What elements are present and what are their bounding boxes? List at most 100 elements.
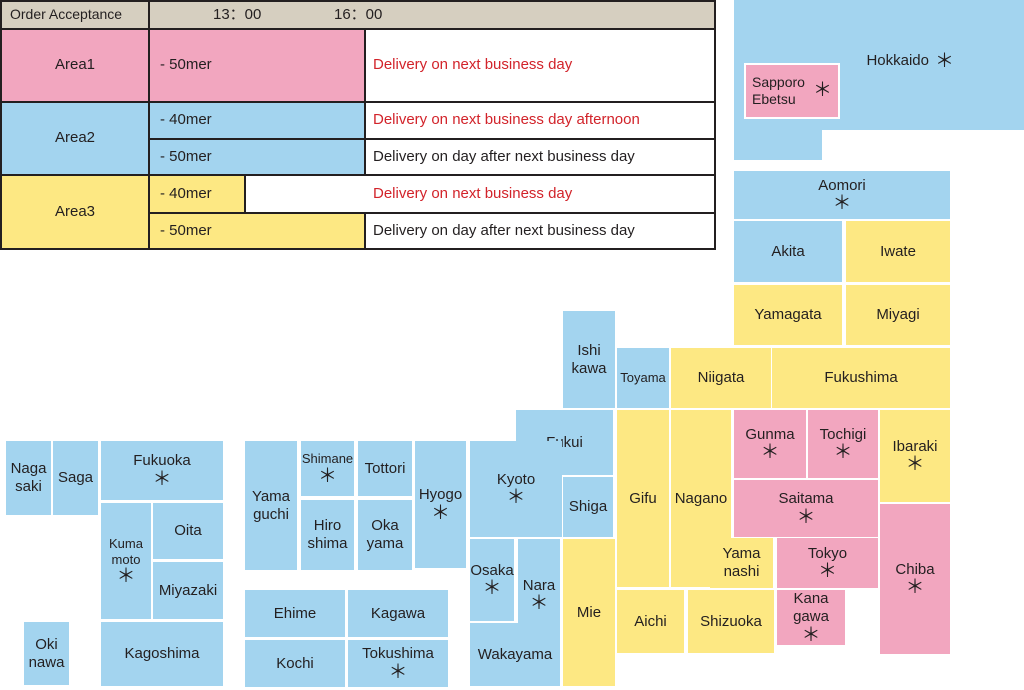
prefecture-name: Chiba — [895, 560, 935, 578]
asterisk-icon: ＊ — [817, 561, 837, 583]
area2-label: Area2 — [0, 101, 150, 176]
prefecture-name: Tokushima — [362, 645, 434, 663]
prefecture-niigata[interactable]: Niigata — [671, 348, 771, 408]
prefecture-name: Fukuoka — [133, 452, 191, 470]
prefecture-okinawa[interactable]: Oki nawa — [24, 622, 69, 685]
prefecture-name: Gifu — [629, 489, 657, 507]
prefecture-chiba[interactable]: Chiba ＊ — [880, 504, 950, 654]
prefecture-name: Aichi — [634, 612, 667, 630]
prefecture-name: Nara — [522, 576, 556, 594]
prefecture-ishikawa[interactable]: Ishi kawa — [563, 311, 615, 408]
prefecture-name: Mie — [576, 603, 602, 621]
asterisk-icon: ＊ — [832, 193, 852, 215]
prefecture-aomori[interactable]: Aomori ＊ — [734, 171, 950, 219]
prefecture-name: Kagoshima — [124, 645, 200, 663]
prefecture-fukuoka[interactable]: Fukuoka ＊ — [101, 441, 223, 500]
prefecture-ibaraki[interactable]: Ibaraki ＊ — [880, 410, 950, 502]
prefecture-kochi[interactable]: Kochi — [245, 640, 345, 687]
prefecture-tokyo[interactable]: Tokyo ＊ — [777, 538, 878, 588]
prefecture-gifu[interactable]: Gifu — [617, 410, 669, 587]
asterisk-icon: ＊ — [801, 624, 821, 646]
prefecture-fukushima[interactable]: Fukushima — [772, 348, 950, 408]
area2-delivery-50: Delivery on day after next business day — [364, 138, 716, 176]
prefecture-yamagata[interactable]: Yamagata — [734, 285, 842, 345]
cutoff-time-1300: 13：00 — [213, 5, 262, 23]
prefecture-okayama[interactable]: Oka yama — [358, 500, 412, 570]
prefecture-name: Kuma moto — [109, 536, 143, 567]
prefecture-name: Hyogo — [418, 486, 463, 504]
prefecture-osaka[interactable]: Osaka ＊ — [470, 539, 514, 621]
prefecture-shimane[interactable]: Shimane ＊ — [301, 441, 354, 496]
area1-label: Area1 — [0, 28, 150, 103]
prefecture-name: Kana gawa — [793, 590, 829, 625]
prefecture-name: Shimane — [301, 451, 354, 467]
prefecture-name: Nagano — [674, 489, 728, 507]
prefecture-name: Miyagi — [876, 306, 920, 324]
area3-cutoff-40: - 40mer — [148, 174, 246, 214]
prefecture-oita[interactable]: Oita — [153, 503, 223, 559]
prefecture-tochigi[interactable]: Tochigi ＊ — [808, 410, 878, 478]
prefecture-name: Yamagata — [754, 306, 822, 324]
prefecture-kagawa[interactable]: Kagawa — [348, 590, 448, 637]
asterisk-icon: ＊ — [905, 577, 925, 599]
asterisk-icon: ＊ — [430, 502, 450, 524]
prefecture-saga[interactable]: Saga — [53, 441, 98, 515]
prefecture-kagoshima[interactable]: Kagoshima — [101, 622, 223, 686]
prefecture-name: Aomori — [818, 176, 866, 194]
asterisk-icon: ＊ — [482, 578, 502, 600]
asterisk-icon: ＊ — [796, 506, 816, 528]
prefecture-yamaguchi[interactable]: Yama guchi — [245, 441, 297, 570]
prefecture-tokushima[interactable]: Tokushima ＊ — [348, 640, 448, 687]
prefecture-name: Shiga — [568, 498, 608, 516]
prefecture-name: Ibaraki — [892, 437, 938, 455]
prefecture-yamanashi[interactable]: Yama nashi — [710, 538, 773, 588]
prefecture-name: Kyoto — [496, 470, 536, 488]
prefecture-saitama[interactable]: Saitama ＊ — [734, 480, 878, 537]
prefecture-iwate[interactable]: Iwate — [846, 221, 950, 282]
delivery-schedule-table: Order Acceptance 13：00 16：00 Area1 - 50m… — [0, 0, 716, 250]
asterisk-icon: ＊ — [388, 661, 408, 683]
prefecture-ehime[interactable]: Ehime — [245, 590, 345, 637]
asterisk-icon: ＊ — [152, 468, 172, 490]
prefecture-name: Yama nashi — [722, 545, 761, 580]
prefecture-miyagi[interactable]: Miyagi — [846, 285, 950, 345]
area2-delivery-40: Delivery on next business day afternoon — [364, 101, 716, 140]
prefecture-mie[interactable]: Mie — [563, 539, 615, 686]
area2-cutoff-40: - 40mer — [148, 101, 366, 140]
prefecture-kumamoto[interactable]: Kuma moto ＊ — [101, 503, 151, 619]
cutoff-times-header: 13：00 16：00 — [148, 0, 716, 30]
prefecture-gunma[interactable]: Gunma ＊ — [734, 410, 806, 478]
prefecture-tottori[interactable]: Tottori — [358, 441, 412, 496]
prefecture-name: Kochi — [276, 654, 314, 672]
prefecture-nagasaki[interactable]: Naga saki — [6, 441, 51, 515]
prefecture-miyazaki[interactable]: Miyazaki — [153, 562, 223, 619]
prefecture-name: Naga saki — [10, 460, 47, 495]
asterisk-icon: ＊ — [760, 442, 780, 464]
asterisk-icon: ＊ — [116, 565, 136, 587]
prefecture-name: Oki nawa — [28, 635, 65, 671]
prefecture-name: Kagawa — [370, 604, 426, 622]
prefecture-hyogo[interactable]: Hyogo ＊ — [415, 441, 466, 568]
prefecture-akita[interactable]: Akita — [734, 221, 842, 282]
area3-cutoff-50: - 50mer — [148, 212, 366, 250]
sapporo-ebetsu-area[interactable]: Sapporo Ebetsu ＊ — [744, 63, 840, 119]
prefecture-kyoto[interactable]: Kyoto ＊ — [470, 441, 562, 537]
cutoff-time-1600: 16：00 — [334, 5, 383, 23]
order-acceptance-label: Order Acceptance — [10, 6, 123, 23]
prefecture-name: Tottori — [364, 459, 406, 477]
prefecture-shiga[interactable]: Shiga — [563, 477, 613, 537]
prefecture-name: Akita — [771, 242, 805, 260]
prefecture-kanagawa[interactable]: Kana gawa ＊ — [777, 590, 845, 645]
prefecture-hiroshima[interactable]: Hiro shima — [301, 500, 354, 570]
area3-label: Area3 — [0, 174, 150, 250]
prefecture-aichi[interactable]: Aichi — [617, 590, 684, 653]
asterisk-icon: ＊ — [833, 442, 853, 464]
asterisk-icon: ＊ — [934, 51, 954, 72]
prefecture-name: Miyazaki — [158, 581, 218, 599]
prefecture-name: Oka yama — [366, 517, 404, 552]
prefecture-shizuoka[interactable]: Shizuoka — [688, 590, 774, 653]
prefecture-toyama[interactable]: Toyama — [617, 348, 669, 408]
prefecture-wakayama[interactable]: Wakayama — [470, 623, 560, 686]
asterisk-icon: ＊ — [905, 454, 925, 476]
area1-cutoff-50: - 50mer — [148, 28, 366, 103]
